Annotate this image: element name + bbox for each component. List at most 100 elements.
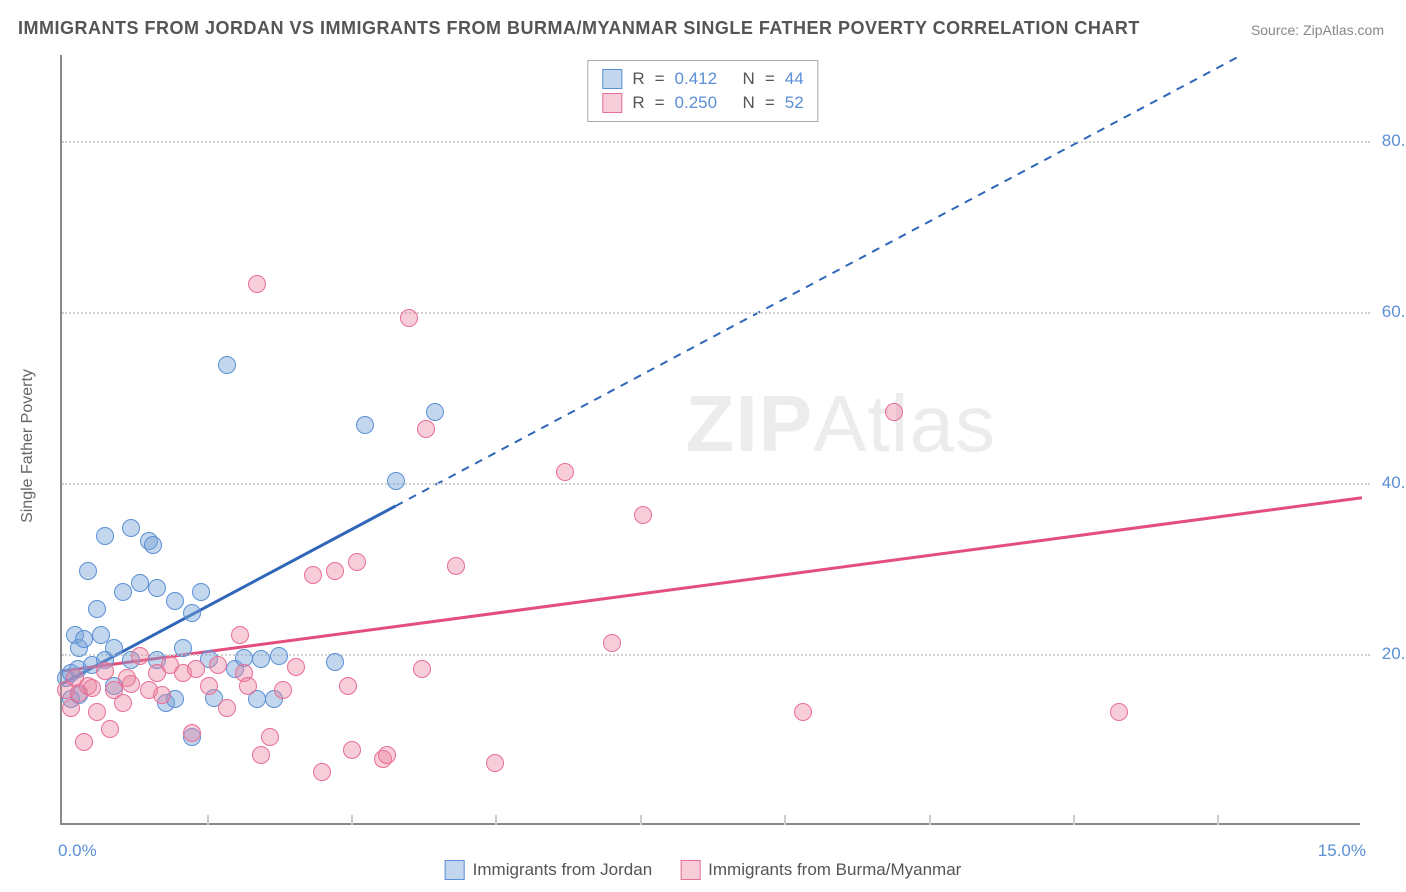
x-tick-mark bbox=[1073, 815, 1075, 825]
n-value-jordan: 44 bbox=[785, 69, 804, 89]
point-jordan bbox=[96, 527, 114, 545]
legend-item-burma: Immigrants from Burma/Myanmar bbox=[680, 860, 961, 880]
point-burma bbox=[153, 686, 171, 704]
point-jordan bbox=[356, 416, 374, 434]
n-label: N bbox=[743, 93, 755, 113]
x-tick-label: 15.0% bbox=[1318, 841, 1366, 861]
point-jordan bbox=[114, 583, 132, 601]
point-burma bbox=[447, 557, 465, 575]
point-jordan bbox=[183, 604, 201, 622]
watermark-light: Atlas bbox=[813, 379, 996, 468]
point-jordan bbox=[75, 630, 93, 648]
point-jordan bbox=[131, 574, 149, 592]
gridline-horizontal bbox=[62, 312, 1370, 314]
point-burma bbox=[231, 626, 249, 644]
point-burma bbox=[417, 420, 435, 438]
point-burma bbox=[200, 677, 218, 695]
trend-line-solid bbox=[62, 498, 1362, 671]
x-tick-mark bbox=[929, 815, 931, 825]
point-burma bbox=[1110, 703, 1128, 721]
point-burma bbox=[603, 634, 621, 652]
point-burma bbox=[413, 660, 431, 678]
legend-label-burma: Immigrants from Burma/Myanmar bbox=[708, 860, 961, 880]
y-axis-label: Single Father Poverty bbox=[19, 369, 37, 523]
point-jordan bbox=[252, 650, 270, 668]
point-burma bbox=[183, 724, 201, 742]
point-burma bbox=[794, 703, 812, 721]
point-burma bbox=[339, 677, 357, 695]
point-burma bbox=[239, 677, 257, 695]
x-tick-mark bbox=[640, 815, 642, 825]
point-burma bbox=[261, 728, 279, 746]
point-jordan bbox=[192, 583, 210, 601]
legend-item-jordan: Immigrants from Jordan bbox=[445, 860, 653, 880]
point-burma bbox=[75, 733, 93, 751]
y-tick-label: 40.0% bbox=[1382, 473, 1406, 493]
eq: = bbox=[765, 93, 775, 113]
source-credit: Source: ZipAtlas.com bbox=[1251, 22, 1384, 38]
point-jordan bbox=[148, 579, 166, 597]
swatch-burma-icon bbox=[680, 860, 700, 880]
n-value-burma: 52 bbox=[785, 93, 804, 113]
point-jordan bbox=[426, 403, 444, 421]
point-burma bbox=[187, 660, 205, 678]
y-tick-label: 20.0% bbox=[1382, 644, 1406, 664]
y-tick-label: 60.0% bbox=[1382, 302, 1406, 322]
point-jordan bbox=[387, 472, 405, 490]
point-burma bbox=[114, 694, 132, 712]
point-burma bbox=[218, 699, 236, 717]
point-jordan bbox=[144, 536, 162, 554]
point-burma bbox=[274, 681, 292, 699]
point-jordan bbox=[270, 647, 288, 665]
point-burma bbox=[885, 403, 903, 421]
point-burma bbox=[378, 746, 396, 764]
point-burma bbox=[83, 679, 101, 697]
swatch-jordan bbox=[602, 69, 622, 89]
legend-row-jordan: R = 0.412 N = 44 bbox=[602, 67, 803, 91]
point-burma bbox=[348, 553, 366, 571]
point-burma bbox=[343, 741, 361, 759]
point-burma bbox=[634, 506, 652, 524]
x-tick-mark bbox=[495, 815, 497, 825]
trend-lines-svg bbox=[62, 55, 1362, 825]
plot-inner: ZIPAtlas 20.0%40.0%60.0%80.0%0.0%15.0% bbox=[62, 55, 1360, 823]
y-tick-label: 80.0% bbox=[1382, 131, 1406, 151]
point-burma bbox=[209, 656, 227, 674]
r-value-burma: 0.250 bbox=[675, 93, 733, 113]
point-jordan bbox=[326, 653, 344, 671]
legend-series: Immigrants from Jordan Immigrants from B… bbox=[445, 860, 962, 880]
x-tick-mark bbox=[1217, 815, 1219, 825]
point-burma bbox=[101, 720, 119, 738]
eq: = bbox=[655, 69, 665, 89]
point-jordan bbox=[88, 600, 106, 618]
point-jordan bbox=[166, 592, 184, 610]
r-label: R bbox=[632, 69, 644, 89]
watermark: ZIPAtlas bbox=[686, 378, 996, 470]
point-burma bbox=[88, 703, 106, 721]
point-burma bbox=[556, 463, 574, 481]
x-tick-mark bbox=[207, 815, 209, 825]
point-burma bbox=[326, 562, 344, 580]
chart-title: IMMIGRANTS FROM JORDAN VS IMMIGRANTS FRO… bbox=[18, 18, 1140, 39]
point-burma bbox=[304, 566, 322, 584]
chart-container: IMMIGRANTS FROM JORDAN VS IMMIGRANTS FRO… bbox=[0, 0, 1406, 892]
point-burma bbox=[313, 763, 331, 781]
point-burma bbox=[248, 275, 266, 293]
point-jordan bbox=[105, 639, 123, 657]
trend-line-dashed bbox=[396, 55, 1242, 506]
point-burma bbox=[400, 309, 418, 327]
gridline-horizontal bbox=[62, 141, 1370, 143]
legend-row-burma: R = 0.250 N = 52 bbox=[602, 91, 803, 115]
eq: = bbox=[655, 93, 665, 113]
point-burma bbox=[122, 675, 140, 693]
swatch-jordan-icon bbox=[445, 860, 465, 880]
x-tick-mark bbox=[351, 815, 353, 825]
point-jordan bbox=[218, 356, 236, 374]
legend-label-jordan: Immigrants from Jordan bbox=[473, 860, 653, 880]
watermark-bold: ZIP bbox=[686, 379, 813, 468]
plot-area: ZIPAtlas 20.0%40.0%60.0%80.0%0.0%15.0% bbox=[60, 55, 1360, 825]
point-jordan bbox=[122, 519, 140, 537]
point-burma bbox=[287, 658, 305, 676]
n-label: N bbox=[743, 69, 755, 89]
r-value-jordan: 0.412 bbox=[675, 69, 733, 89]
